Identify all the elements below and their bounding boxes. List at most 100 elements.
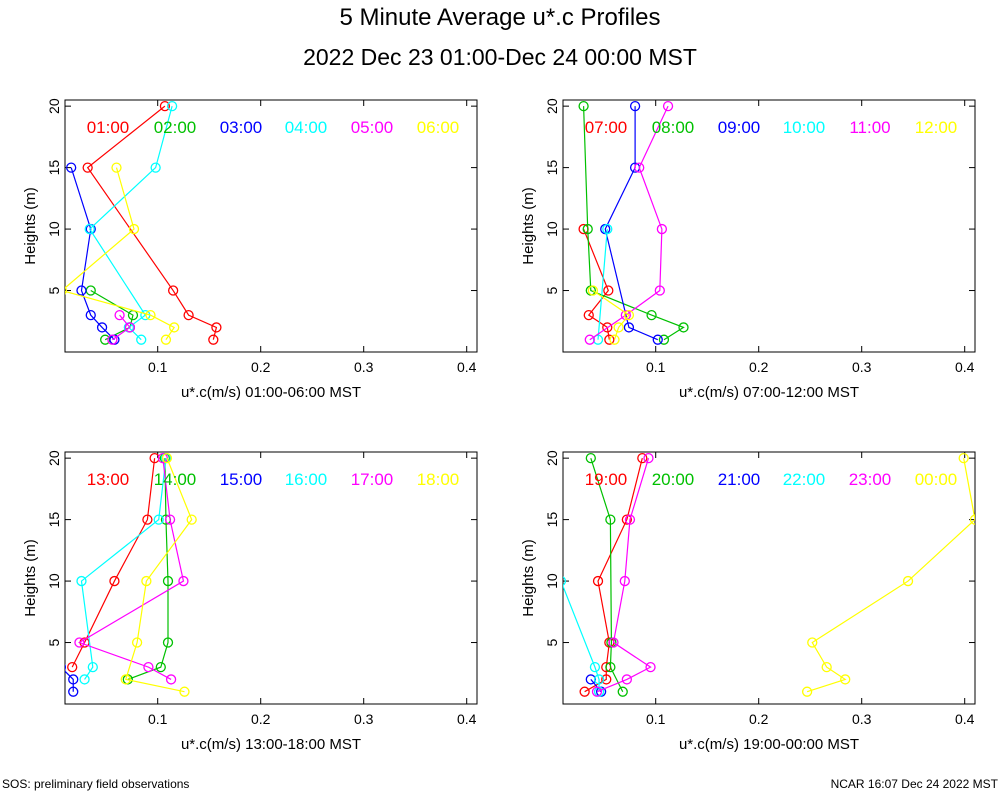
legend-entry: 13:00 [87,470,130,489]
panel-4: 0.1 0.2 0.3 0.4 5 10 15 20 u*.c(m/s) 19:00-00:00… [520,450,976,753]
data-point [617,686,628,697]
panel-2: 0.1 0.2 0.3 0.4 5 10 15 20 u*.c(m/s) 07:00-12:00… [520,98,976,401]
data-point [136,334,147,345]
x-tick-label: 0.1 [646,359,666,375]
x-tick-label: 0.2 [251,711,271,727]
y-tick-label: 15 [46,512,62,528]
y-tick-label: 10 [544,573,560,589]
x-axis-label: u*.c(m/s) 13:00-18:00 MST [181,736,361,753]
legend-entry: 23:00 [849,470,892,489]
data-point [602,322,613,333]
plot-frame [64,99,478,353]
x-tick-label: 0.3 [354,711,374,727]
data-point [801,686,813,697]
x-tick-label: 0.3 [852,359,872,375]
data-point [76,285,87,296]
data-point [582,223,593,235]
data-point [160,334,172,345]
y-tick-label: 15 [544,160,560,176]
y-axis-label: Heights (m) [22,539,39,617]
data-point [162,575,174,587]
x-tick-label: 0.1 [148,359,168,375]
legend-entry: 09:00 [718,118,761,137]
legend-entry: 22:00 [783,470,826,489]
data-point [643,452,654,464]
data-point [76,575,87,587]
data-point [969,514,975,525]
y-tick-label: 15 [544,512,560,528]
data-point [637,452,648,464]
data-point [208,334,219,345]
y-tick-label: 5 [46,638,62,646]
legend-entry: 10:00 [783,118,826,137]
data-point [624,514,636,525]
data-point [164,514,176,525]
data-point [583,309,594,321]
legend-entry: 07:00 [585,118,628,137]
data-point [840,674,851,685]
series-line-2000 [590,457,624,692]
data-point [120,674,131,685]
y-tick-label: 10 [46,221,62,237]
legend-entry: 21:00 [718,470,761,489]
data-point [169,322,180,333]
data-point [678,322,689,333]
y-tick-label: 20 [46,98,62,114]
data-point [563,576,567,586]
data-point [84,223,95,235]
data-point [124,322,136,333]
data-point [621,514,633,525]
data-point [585,452,596,464]
series-line-1200 [592,290,630,340]
data-point [593,674,605,685]
data-point [65,664,67,671]
series-group [65,452,197,697]
x-axis-label: u*.c(m/s) 01:00-06:00 MST [181,384,361,401]
data-point [68,674,79,685]
x-axis-label: u*.c(m/s) 19:00-00:00 MST [679,736,859,753]
series-line-0000 [806,458,975,693]
data-point [619,575,630,587]
data-point [107,334,118,345]
data-point [186,514,197,525]
data-point [623,309,635,321]
data-point [645,661,656,673]
series-line-1800 [125,457,193,693]
series-line-1300 [71,458,156,668]
x-tick-label: 0.3 [354,359,374,375]
x-tick-label: 0.3 [852,711,872,727]
data-point [621,674,633,685]
series-line-1600 [80,458,167,680]
x-tick-label: 0.2 [749,359,769,375]
data-point [178,575,189,587]
data-point [167,285,179,296]
series-line-0500 [112,314,131,341]
data-point [183,309,194,321]
data-point [654,285,665,296]
data-point [166,100,178,112]
legend-entry: 20:00 [652,470,695,489]
data-point [601,674,612,685]
y-tick-label: 15 [46,160,62,176]
data-point [82,162,93,173]
legend-entry: 02:00 [154,118,197,137]
data-point [179,686,190,697]
legend-entry: 08:00 [652,118,695,137]
legend-entry: 11:00 [849,118,890,137]
series-line-0600 [65,167,176,341]
x-tick-label: 0.4 [457,359,477,375]
series-line-1900 [584,458,643,693]
data-point [605,661,616,673]
data-point [605,514,616,525]
y-tick-label: 5 [544,638,560,646]
legend-entry: 12:00 [915,118,958,137]
data-point [958,452,969,464]
data-point [143,661,154,673]
data-point [211,322,222,333]
chart-subtitle: 2022 Dec 23 01:00-Dec 24 00:00 MST [303,44,697,70]
data-point [623,322,635,333]
data-point [589,661,601,673]
data-point [608,637,619,648]
data-point [585,674,596,685]
y-tick-label: 5 [544,286,560,294]
